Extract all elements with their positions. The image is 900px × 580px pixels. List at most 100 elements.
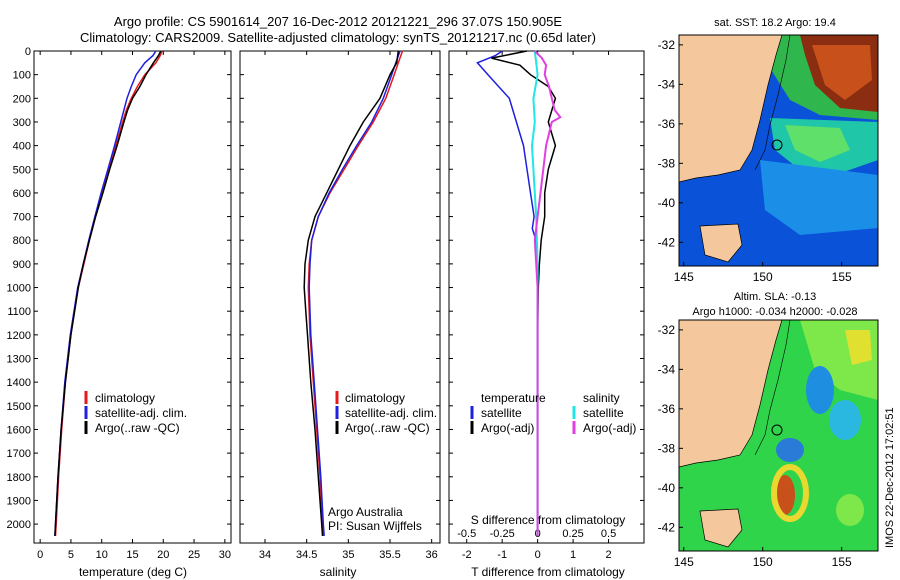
x-tick-label: 35.5 <box>379 549 400 561</box>
y-tick-label: 1900 <box>7 495 31 507</box>
x2-tick-label: -0.5 <box>457 528 476 540</box>
x-tick-label: 20 <box>157 549 169 561</box>
sla-land-tasmania <box>699 508 743 548</box>
map-x-tick-label: 150 <box>753 270 773 284</box>
map-y-tick-label: -34 <box>658 77 676 91</box>
annotation-pi: PI: Susan Wijffels <box>328 519 422 533</box>
map-y-tick-label: -36 <box>658 402 676 416</box>
y-tick-label: 1100 <box>7 306 31 318</box>
y-tick-label: 1600 <box>7 424 31 436</box>
x2-tick-label: 0.5 <box>601 528 616 540</box>
x-tick-label: 25 <box>188 549 200 561</box>
difference-plot-frame <box>448 50 645 544</box>
legend-label-argo: Argo(..raw -QC) <box>95 421 180 435</box>
sla-blue-eddy-1 <box>806 366 834 414</box>
series-line-satellite-adj-clim- <box>308 50 401 536</box>
map-x-tick-label: 145 <box>674 270 694 284</box>
map-x-tick-label: 145 <box>674 555 694 569</box>
sla-map-title: Altim. SLA: -0.13 <box>734 291 817 303</box>
legend-title-temperature: temperature <box>481 391 546 405</box>
sst-shelf-contour <box>754 35 791 171</box>
y-tick-label: 2000 <box>7 519 31 531</box>
sla-map <box>679 320 878 551</box>
y-tick-label: 1200 <box>7 330 31 342</box>
legend-label-satellite: satellite-adj. clim. <box>95 406 187 420</box>
legend-title-salinity: salinity <box>583 391 620 405</box>
y-tick-label: 1500 <box>7 401 31 413</box>
map-y-tick-label: -40 <box>658 196 676 210</box>
series-line-argo-raw-qc- <box>54 50 162 536</box>
sst-map-title: sat. SST: 18.2 Argo: 19.4 <box>714 17 836 29</box>
x-tick-label: 15 <box>126 549 138 561</box>
difference-legend: temperature salinity satellite Argo(-adj… <box>470 391 636 435</box>
y-tick-label: 900 <box>13 259 31 271</box>
sla-shelf-contour <box>754 320 791 456</box>
x-tick-label: 35 <box>342 549 354 561</box>
map-y-tick-label: -42 <box>658 520 676 534</box>
legend-label-s-argo: Argo(-adj) <box>583 421 636 435</box>
imos-credit: IMOS 22-Dec-2012 17:02:51 <box>884 407 896 548</box>
x-axis-label-t-difference: T difference from climatology <box>471 565 625 579</box>
sst-land-mainland <box>679 35 783 183</box>
y-tick-label: 1700 <box>7 448 31 460</box>
x-tick-label: 0 <box>535 549 541 561</box>
sla-map-frame <box>678 319 879 552</box>
x-tick-label: 1 <box>570 549 576 561</box>
map-y-tick-label: -32 <box>658 38 676 52</box>
legend-label-satellite: satellite-adj. clim. <box>345 406 437 420</box>
sst-land-tasmania <box>699 223 743 263</box>
x-tick-label: 0 <box>37 549 43 561</box>
sla-map-subtitle: Argo h1000: -0.034 h2000: -0.028 <box>692 306 857 318</box>
map-axes: 145 150 155 -32 -34 -36 -38 -40 -42 145 150 155 -32 -… <box>658 38 852 569</box>
y-tick-label: 1400 <box>7 377 31 389</box>
x-axis-label-temperature: temperature (deg C) <box>79 565 187 579</box>
map-y-tick-label: -38 <box>658 441 676 455</box>
y-tick-label: 1000 <box>7 283 31 295</box>
x-tick-label: 10 <box>96 549 108 561</box>
y-tick-label: 100 <box>13 70 31 82</box>
y-tick-label: 700 <box>13 212 31 224</box>
salinity-plot-frame <box>239 50 441 544</box>
sla-blue-eddy-3 <box>776 438 804 462</box>
x-tick-label: 30 <box>219 549 231 561</box>
temperature-plot-frame <box>33 50 232 544</box>
salinity-legend: climatology satellite-adj. clim. Argo(..… <box>328 391 437 533</box>
map-y-tick-label: -38 <box>658 156 676 170</box>
map-x-tick-label: 150 <box>753 555 773 569</box>
series-line-argo-raw-qc- <box>303 50 400 536</box>
sla-blue-eddy-2 <box>829 400 861 440</box>
y-tick-label: 200 <box>13 93 31 105</box>
y-tick-label: 600 <box>13 188 31 200</box>
sst-green-patch <box>785 125 850 162</box>
legend-label-climatology: climatology <box>345 391 405 405</box>
x-tick-label: 36 <box>426 549 438 561</box>
sla-yellow-ring <box>771 464 809 522</box>
map-y-tick-label: -40 <box>658 481 676 495</box>
figure-title-line1: Argo profile: CS 5901614_207 16-Dec-2012… <box>114 14 562 29</box>
y-tick-label: 1800 <box>7 472 31 484</box>
sla-float-marker <box>771 424 783 436</box>
y-tick-label: 500 <box>13 164 31 176</box>
x-tick-label: -2 <box>462 549 472 561</box>
sst-map <box>679 35 878 266</box>
x-tick-label: -1 <box>497 549 507 561</box>
map-x-tick-label: 155 <box>832 555 852 569</box>
sla-yellow-patch <box>845 330 872 365</box>
series-line-argo-adj- <box>533 50 562 536</box>
y-tick-label: 800 <box>13 235 31 247</box>
x-tick-label: 2 <box>605 549 611 561</box>
map-y-tick-label: -36 <box>658 117 676 131</box>
sla-green-patch <box>836 494 864 526</box>
sst-map-frame <box>678 34 879 267</box>
profile-lines <box>54 50 562 536</box>
x-axis-label-s-difference: S difference from climatology <box>471 513 626 527</box>
y-tick-label: 0 <box>25 46 31 58</box>
y-tick-label: 1300 <box>7 354 31 366</box>
legend-label-t-argo: Argo(-adj) <box>481 421 534 435</box>
x-tick-label: 34 <box>259 549 271 561</box>
x-tick-label: 5 <box>68 549 74 561</box>
temperature-legend: climatology satellite-adj. clim. Argo(..… <box>84 391 187 435</box>
figure-title-line2: Climatology: CARS2009. Satellite-adjuste… <box>80 30 596 45</box>
y-tick-label: 400 <box>13 141 31 153</box>
